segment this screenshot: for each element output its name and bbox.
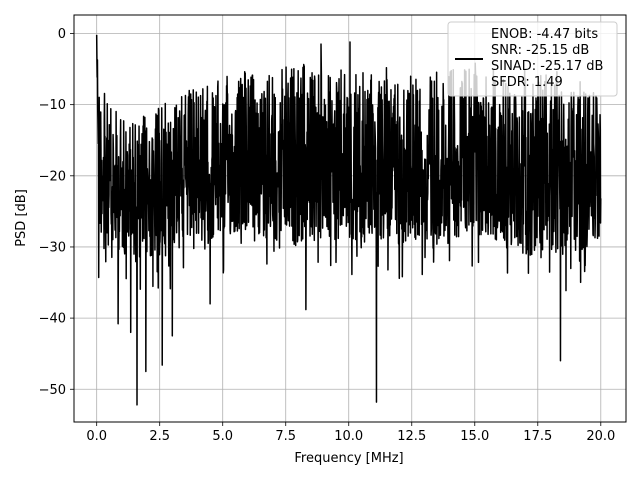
series-layer: [95, 34, 602, 406]
x-tick-label: 0.0: [86, 429, 107, 444]
legend-entry-snr: SNR: -25.15 dB: [491, 43, 589, 58]
legend-entry-sfdr: SFDR: 1.49: [491, 75, 563, 90]
x-tick-label: 15.0: [460, 429, 489, 444]
y-tick-label: −10: [39, 98, 66, 113]
x-tick-label: 10.0: [334, 429, 363, 444]
psd-series-line: [95, 34, 602, 406]
x-tick-label: 7.5: [275, 429, 296, 444]
y-tick-label: −50: [39, 383, 66, 398]
y-tick-label: −30: [39, 240, 66, 255]
y-tick-label: 0: [58, 27, 66, 42]
x-tick-label: 5.0: [212, 429, 233, 444]
x-tick-label: 20.0: [586, 429, 615, 444]
legend-entry-enob: ENOB: -4.47 bits: [491, 27, 598, 42]
x-tick-label: 2.5: [149, 429, 170, 444]
x-axis-label: Frequency [MHz]: [294, 451, 403, 466]
legend-box: [447, 21, 618, 97]
x-tick-label: 12.5: [397, 429, 426, 444]
y-tick-label: −40: [39, 312, 66, 327]
legend-entry-sinad: SINAD: -25.17 dB: [491, 59, 603, 74]
y-axis-label: PSD [dB]: [14, 189, 29, 247]
ticks: 0.0 2.5 5.0 7.5 10.0 12.5 15.0 17.5 20.0 0 −10 −20 −…: [39, 27, 616, 444]
plot-frame: [73, 14, 627, 423]
legend: ENOB: -4.47 bits SNR: -25.15 dB SINAD: -…: [447, 21, 618, 97]
y-tick-label: −20: [39, 169, 66, 184]
x-tick-label: 17.5: [523, 429, 552, 444]
